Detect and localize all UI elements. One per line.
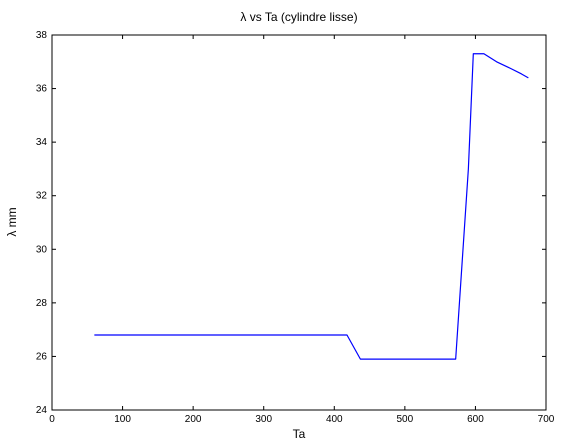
series-layer — [94, 53, 529, 360]
x-tick-label: 700 — [538, 414, 555, 425]
y-tick-label: 34 — [36, 137, 48, 148]
x-tick-label: 300 — [255, 414, 272, 425]
y-tick-label: 38 — [36, 30, 48, 41]
x-tick-label: 200 — [185, 414, 202, 425]
y-tick-label: 26 — [36, 351, 48, 362]
x-tick-label: 400 — [326, 414, 343, 425]
x-tick-label: 600 — [467, 414, 484, 425]
y-tick-label: 24 — [36, 405, 48, 416]
series-line-0 — [94, 53, 529, 360]
y-tick-label: 36 — [36, 84, 48, 95]
x-tick-label: 100 — [114, 414, 131, 425]
y-axis-label: λ mm — [5, 207, 19, 236]
y-tick-label: 32 — [36, 191, 48, 202]
y-tick-label: 30 — [36, 244, 48, 255]
axis-ticks: 0 100 200 300 400 500 600 700 24 26 28 30 32 34 36 38 — [36, 30, 555, 425]
x-axis-label: Ta — [293, 427, 306, 439]
y-tick-label: 28 — [36, 298, 48, 309]
plot-frame — [51, 34, 547, 411]
x-tick-label: 500 — [397, 414, 414, 425]
chart-title: λ vs Ta (cylindre lisse) — [240, 10, 357, 24]
x-tick-label: 0 — [49, 414, 55, 425]
